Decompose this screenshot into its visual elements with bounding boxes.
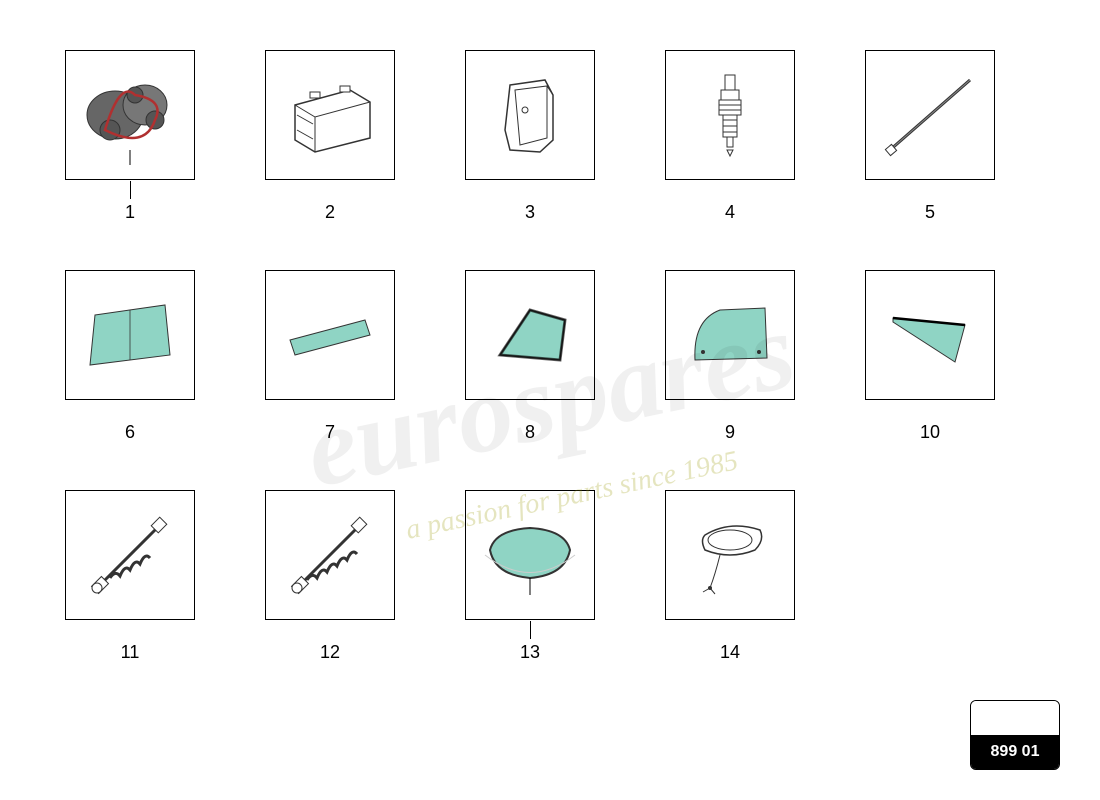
- part-number: 1: [125, 202, 135, 223]
- diagram-code-text: 899 01: [971, 735, 1059, 769]
- part-cell: 2: [240, 50, 420, 250]
- part-box-windshield: [65, 270, 195, 400]
- part-box-shock-b: [265, 490, 395, 620]
- part-number: 4: [725, 202, 735, 223]
- part-box-mirror: [665, 490, 795, 620]
- part-number: 13: [520, 642, 540, 663]
- part-box-engine: [65, 50, 195, 180]
- part-box-side-strip: [265, 270, 395, 400]
- part-number: 2: [325, 202, 335, 223]
- part-cell: 8: [440, 270, 620, 470]
- part-cell: 9: [640, 270, 820, 470]
- part-cell: 3: [440, 50, 620, 250]
- part-number: 10: [920, 422, 940, 443]
- part-box-quarter-glass-a: [465, 270, 595, 400]
- part-cell: 1: [40, 50, 220, 250]
- part-box-sparkplug: [665, 50, 795, 180]
- diagram-code-label: 899 01: [970, 700, 1060, 770]
- part-box-battery: [265, 50, 395, 180]
- part-cell: 7: [240, 270, 420, 470]
- part-box-rear-window: [465, 490, 595, 620]
- part-box-brakepad: [465, 50, 595, 180]
- parts-grid: 1 2 3 4 5 6 7 8 9: [40, 50, 1020, 690]
- part-number: 9: [725, 422, 735, 443]
- part-cell: 11: [40, 490, 220, 690]
- part-cell: 5: [840, 50, 1020, 250]
- part-cell: 4: [640, 50, 820, 250]
- part-number: 7: [325, 422, 335, 443]
- part-cell: 14: [640, 490, 820, 690]
- part-number: 5: [925, 202, 935, 223]
- part-number: 8: [525, 422, 535, 443]
- part-cell: 13: [440, 490, 620, 690]
- part-box-quarter-glass-b: [865, 270, 995, 400]
- part-cell: 10: [840, 270, 1020, 470]
- part-box-shock-a: [65, 490, 195, 620]
- part-number: 3: [525, 202, 535, 223]
- part-box-door-glass: [665, 270, 795, 400]
- part-number: 14: [720, 642, 740, 663]
- part-number: 6: [125, 422, 135, 443]
- part-cell: 6: [40, 270, 220, 470]
- part-box-wiper: [865, 50, 995, 180]
- part-cell: 12: [240, 490, 420, 690]
- part-number: 11: [121, 642, 140, 663]
- part-number: 12: [320, 642, 340, 663]
